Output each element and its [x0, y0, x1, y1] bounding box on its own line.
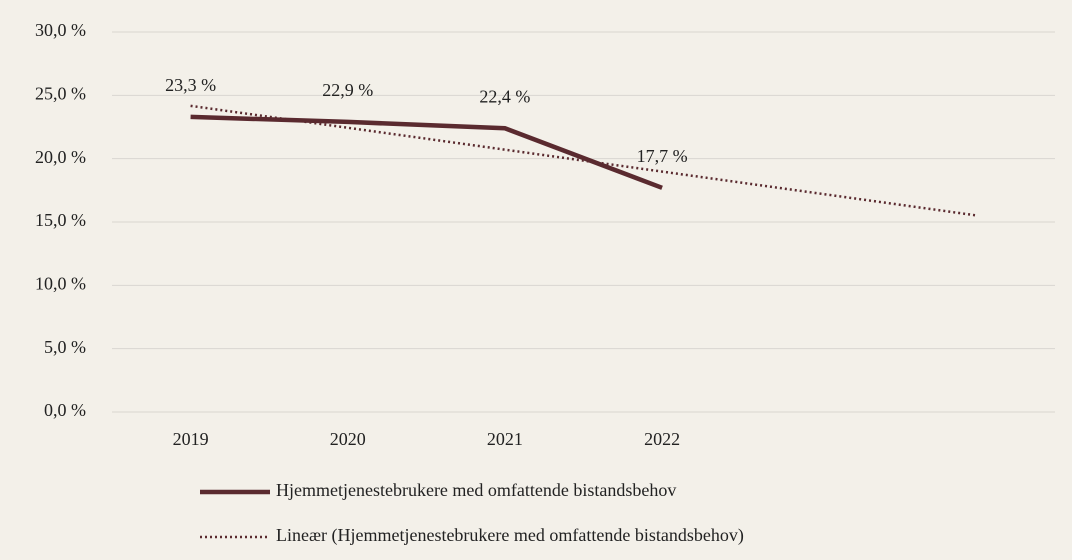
data-line	[190, 114, 663, 190]
y-tick-label: 15,0 %	[35, 210, 86, 230]
x-tick-label: 2022	[644, 429, 680, 449]
data-label: 17,7 %	[637, 146, 688, 166]
trend-line	[190, 104, 977, 217]
x-tick-label: 2019	[173, 429, 209, 449]
y-tick-label: 0,0 %	[44, 400, 86, 420]
legend-label: Hjemmetjenestebrukere med omfattende bis…	[276, 480, 676, 500]
x-tick-label: 2020	[330, 429, 366, 449]
data-label: 23,3 %	[165, 75, 216, 95]
data-label: 22,9 %	[322, 80, 373, 100]
y-tick-label: 25,0 %	[35, 83, 86, 103]
data-label: 22,4 %	[479, 86, 530, 106]
x-tick-label: 2021	[487, 429, 523, 449]
y-tick-label: 30,0 %	[35, 20, 86, 40]
legend-label: Lineær (Hjemmetjenestebrukere med omfatt…	[276, 525, 744, 546]
y-tick-label: 5,0 %	[44, 337, 86, 357]
y-tick-label: 10,0 %	[35, 273, 86, 293]
y-tick-label: 20,0 %	[35, 147, 86, 167]
